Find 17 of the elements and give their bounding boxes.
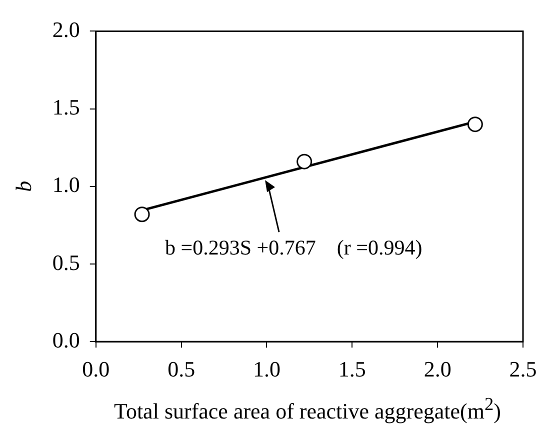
point — [296, 154, 312, 170]
x-axis-title: Total surface area of reactive aggregate(m$^{2}$) — [113, 394, 502, 424]
x-tick-label: 2.0 — [424, 356, 452, 382]
x-tick-label: 1.5 — [338, 356, 366, 382]
x-tick-label: 0.0 — [82, 356, 110, 382]
x-tick-label: 0.5 — [168, 356, 196, 382]
annotation: b =0.293S +0.767 (r =0.994) — [165, 236, 422, 260]
y-tick-label: 1.0 — [52, 172, 80, 198]
y-tick-label: 1.5 — [52, 94, 80, 120]
x-tick-label: 1.0 — [252, 356, 280, 382]
y-tick-label: 0.5 — [52, 250, 80, 275]
y-tick-label: 0.0 — [52, 327, 80, 352]
x-tick-label: 2.5 — [509, 356, 537, 382]
point — [134, 206, 150, 222]
point — [467, 116, 483, 132]
y-tick-label: 2.0 — [52, 16, 80, 42]
y-axis-title: b — [10, 180, 36, 192]
